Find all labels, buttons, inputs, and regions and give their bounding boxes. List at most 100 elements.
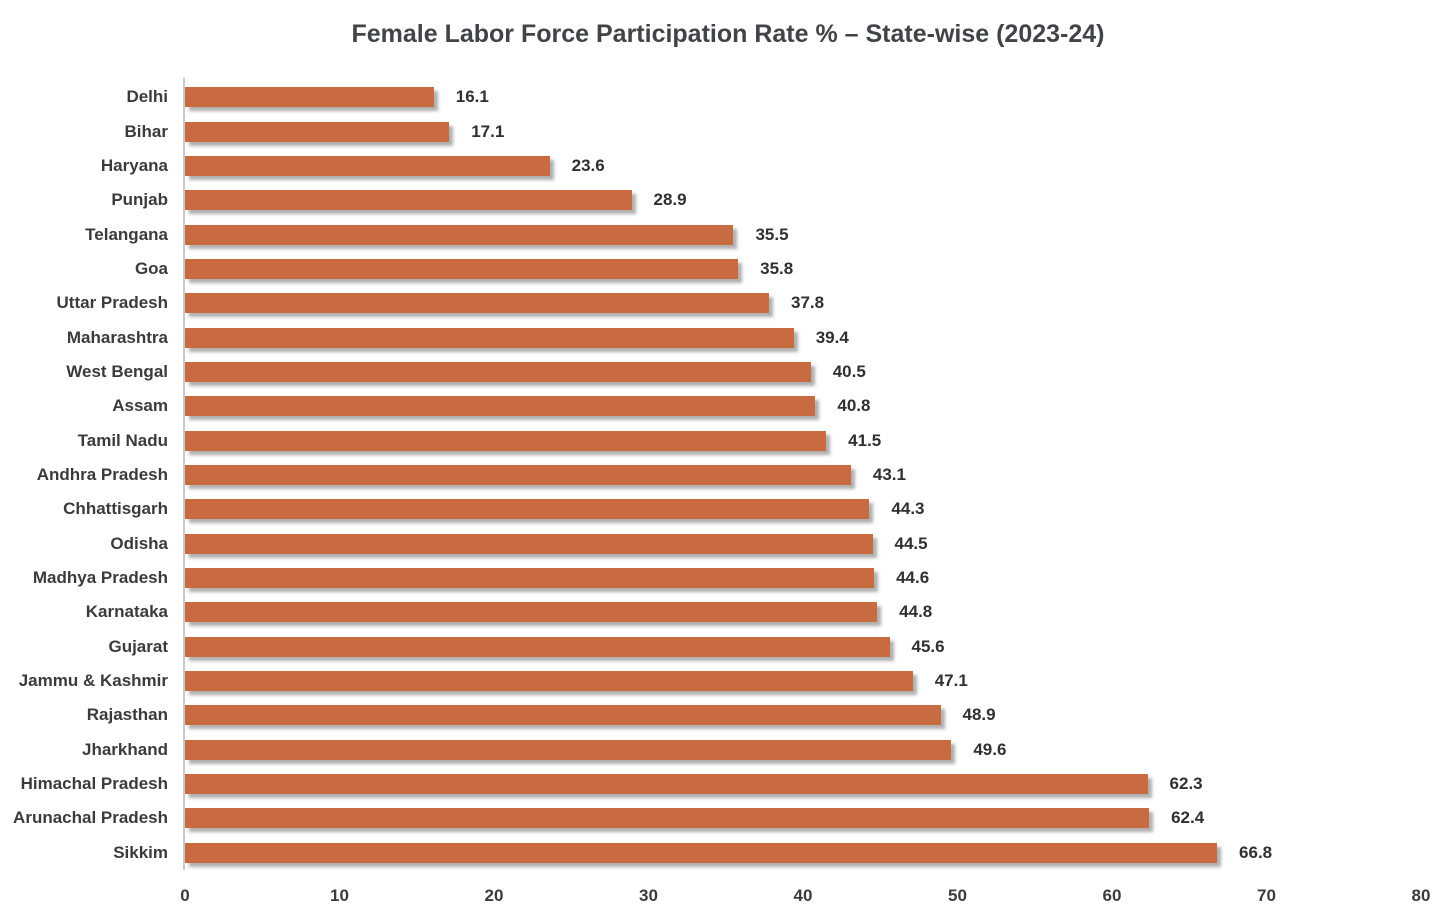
bar: [185, 190, 632, 211]
bar: [185, 293, 769, 314]
category-label: Madhya Pradesh: [32, 567, 168, 587]
category-label: Punjab: [111, 190, 168, 210]
bar-row: 40.5: [185, 355, 1421, 389]
bar-value-label: 44.5: [894, 533, 928, 553]
category-label: Bihar: [124, 121, 168, 141]
bar-value-label: 23.6: [571, 155, 605, 175]
bar: [185, 774, 1148, 795]
x-tick-label: 30: [639, 886, 658, 905]
bar-row: 23.6: [185, 149, 1421, 183]
bar: [185, 533, 873, 554]
x-tick-label: 10: [330, 886, 349, 905]
bar: [185, 430, 827, 451]
bar-value-label: 62.3: [1169, 774, 1203, 794]
bar: [185, 121, 450, 142]
bar-value-label: 40.8: [837, 396, 871, 416]
category-label: Maharashtra: [66, 327, 168, 347]
bar: [185, 671, 913, 692]
x-tick-label: 60: [1102, 886, 1122, 905]
category-label: Uttar Pradesh: [56, 293, 168, 313]
category-label: Rajasthan: [86, 705, 168, 725]
category-label: Assam: [112, 396, 168, 416]
bar-value-label: 47.1: [934, 671, 968, 691]
bar-row: 62.3: [185, 767, 1421, 801]
bar: [185, 361, 811, 382]
x-tick-label: 80: [1411, 886, 1431, 905]
category-axis-labels: Delhi Bihar Haryana Punjab Telangana Goa Uttar…: [0, 80, 168, 870]
x-axis-tick-labels: 0 10 20 30 40 50 60 70 80: [180, 886, 1430, 912]
category-label: Arunachal Pradesh: [13, 808, 168, 828]
bar: [185, 739, 952, 760]
bar-value-label: 49.6: [973, 739, 1007, 759]
bar-row: 49.6: [185, 733, 1421, 767]
bar-value-label: 48.9: [962, 705, 996, 725]
bar-row: 41.5: [185, 423, 1421, 457]
chart-title: Female Labor Force Participation Rate % …: [351, 20, 1105, 48]
bar-value-label: 44.8: [899, 602, 933, 622]
category-label: West Bengal: [66, 361, 168, 381]
bar-row: 66.8: [185, 836, 1421, 870]
category-label: Tamil Nadu: [77, 430, 168, 450]
category-label: Sikkim: [113, 842, 168, 862]
category-label: Delhi: [126, 87, 168, 107]
category-label: Telangana: [85, 224, 168, 244]
bar-row: 47.1: [185, 664, 1421, 698]
y-axis-line: [183, 78, 185, 870]
bar-row: 35.5: [185, 217, 1421, 251]
bar: [185, 155, 550, 176]
bar-value-label: 44.3: [891, 499, 925, 519]
bar-value-label: 37.8: [791, 293, 825, 313]
bar: [185, 705, 941, 726]
bar-value-label: 39.4: [815, 327, 849, 347]
bar-value-label: 45.6: [911, 636, 945, 656]
bar-value-label: 28.9: [653, 190, 687, 210]
category-label: Odisha: [110, 533, 168, 553]
bar-value-label: 16.1: [455, 87, 489, 107]
category-label: Andhra Pradesh: [36, 464, 168, 484]
category-label: Gujarat: [108, 636, 168, 656]
category-label: Chhattisgarh: [63, 499, 168, 519]
bar-value-label: 41.5: [848, 430, 882, 450]
bar-value-label: 62.4: [1171, 808, 1205, 828]
bar-row: 44.6: [185, 561, 1421, 595]
x-tick-label: 20: [484, 886, 504, 905]
bar: [185, 636, 890, 657]
bar-row: 40.8: [185, 389, 1421, 423]
bar: [185, 567, 875, 588]
bar: [185, 224, 734, 245]
bar-row: 44.3: [185, 492, 1421, 526]
bar-value-label: 35.5: [755, 224, 789, 244]
x-tick-label: 50: [948, 886, 967, 905]
bar: [185, 396, 816, 417]
bar-row: 62.4: [185, 801, 1421, 835]
bar-value-label: 35.8: [760, 258, 794, 278]
x-tick-label: 0: [180, 886, 190, 905]
bar-row: 45.6: [185, 630, 1421, 664]
bar: [185, 464, 851, 485]
x-tick-label: 70: [1257, 886, 1276, 905]
bar: [185, 87, 434, 108]
x-tick-label: 40: [793, 886, 813, 905]
bar-row: 35.8: [185, 252, 1421, 286]
plot-area: 16.1 17.1 23.6 28.9 35.5 35.8 37.8 39.4 40.5 40.8…: [185, 80, 1421, 870]
bar-row: 48.9: [185, 698, 1421, 732]
bar: [185, 842, 1218, 863]
bar-value-label: 40.5: [832, 361, 866, 381]
category-label: Jharkhand: [82, 739, 168, 759]
category-label: Karnataka: [85, 602, 168, 622]
category-label: Haryana: [100, 155, 168, 175]
bar: [185, 602, 878, 623]
bar: [185, 258, 739, 279]
bar-row: 44.8: [185, 595, 1421, 629]
bar-value-label: 17.1: [471, 121, 505, 141]
bar-row: 16.1: [185, 80, 1421, 114]
bar-row: 37.8: [185, 286, 1421, 320]
category-label: Goa: [134, 258, 168, 278]
bar: [185, 499, 870, 520]
category-label: Jammu & Kashmir: [18, 671, 168, 691]
bar-row: 17.1: [185, 114, 1421, 148]
bar-value-label: 43.1: [872, 464, 906, 484]
bar-row: 43.1: [185, 458, 1421, 492]
bar-row: 44.5: [185, 526, 1421, 560]
